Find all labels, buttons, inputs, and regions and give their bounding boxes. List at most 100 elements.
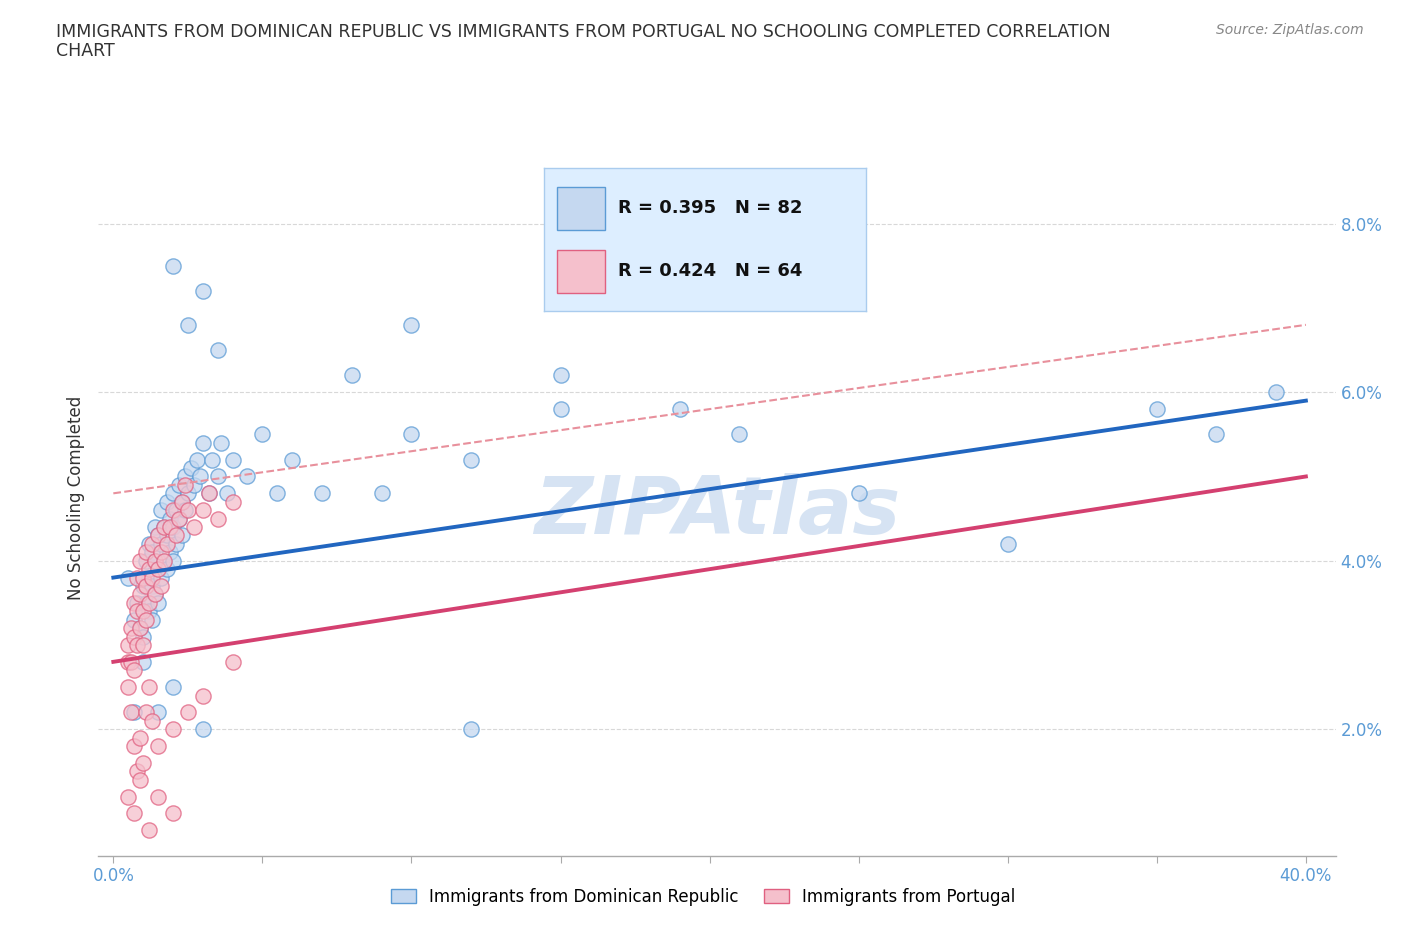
Point bbox=[132, 629, 155, 644]
Point bbox=[197, 485, 219, 500]
Point bbox=[141, 537, 163, 551]
Point bbox=[127, 570, 149, 585]
Text: ZIPAtlas: ZIPAtlas bbox=[534, 472, 900, 551]
Point bbox=[141, 570, 163, 585]
Point bbox=[122, 663, 145, 678]
Point bbox=[117, 655, 139, 670]
Point bbox=[252, 427, 274, 442]
Point bbox=[170, 528, 193, 543]
Point bbox=[177, 705, 200, 720]
Point bbox=[122, 806, 145, 821]
Point bbox=[132, 578, 155, 593]
Point bbox=[127, 638, 149, 653]
Point bbox=[170, 495, 193, 510]
Text: IMMIGRANTS FROM DOMINICAN REPUBLIC VS IMMIGRANTS FROM PORTUGAL NO SCHOOLING COMP: IMMIGRANTS FROM DOMINICAN REPUBLIC VS IM… bbox=[56, 23, 1111, 41]
Point bbox=[209, 435, 232, 450]
Point bbox=[191, 722, 214, 737]
Point bbox=[153, 553, 176, 568]
Point bbox=[122, 738, 145, 753]
Point bbox=[141, 713, 163, 728]
Point bbox=[221, 495, 243, 510]
Point bbox=[146, 790, 169, 804]
Point bbox=[127, 595, 149, 610]
Point bbox=[132, 638, 155, 653]
Point bbox=[165, 503, 187, 518]
Point bbox=[122, 595, 145, 610]
Point bbox=[153, 520, 176, 535]
Point bbox=[311, 485, 333, 500]
Point bbox=[120, 620, 142, 635]
Point bbox=[215, 485, 238, 500]
Point bbox=[191, 435, 214, 450]
Point bbox=[156, 537, 179, 551]
Point bbox=[159, 512, 181, 526]
Point bbox=[165, 528, 187, 543]
Point bbox=[668, 402, 690, 417]
Point bbox=[127, 604, 149, 618]
Point bbox=[138, 537, 160, 551]
Point bbox=[141, 545, 163, 560]
Point bbox=[132, 755, 155, 770]
Point bbox=[129, 553, 152, 568]
Point bbox=[162, 806, 184, 821]
Point bbox=[132, 655, 155, 670]
Point bbox=[122, 612, 145, 627]
Point bbox=[460, 722, 482, 737]
Point bbox=[143, 520, 166, 535]
Point bbox=[191, 503, 214, 518]
Point bbox=[207, 342, 229, 357]
Point bbox=[550, 368, 572, 383]
Point bbox=[162, 520, 184, 535]
Point bbox=[135, 612, 157, 627]
Point bbox=[159, 520, 181, 535]
Point bbox=[135, 595, 157, 610]
Point bbox=[120, 705, 142, 720]
Point bbox=[191, 688, 214, 703]
Point bbox=[1205, 427, 1227, 442]
Point bbox=[141, 578, 163, 593]
Point bbox=[170, 495, 193, 510]
Point bbox=[135, 578, 157, 593]
Point bbox=[150, 545, 173, 560]
Point bbox=[848, 485, 870, 500]
Point bbox=[141, 612, 163, 627]
Point bbox=[180, 460, 202, 475]
Point bbox=[129, 587, 152, 602]
Point bbox=[127, 764, 149, 778]
Point bbox=[201, 452, 224, 467]
Point bbox=[183, 477, 205, 492]
Point bbox=[460, 452, 482, 467]
Point bbox=[129, 730, 152, 745]
Point bbox=[153, 520, 176, 535]
Point bbox=[146, 528, 169, 543]
Point bbox=[281, 452, 304, 467]
Point bbox=[143, 587, 166, 602]
Point bbox=[150, 578, 173, 593]
Point bbox=[167, 477, 190, 492]
Point bbox=[156, 495, 179, 510]
Point bbox=[132, 604, 155, 618]
Point bbox=[129, 620, 152, 635]
Point bbox=[129, 772, 152, 787]
Point bbox=[728, 427, 751, 442]
Point bbox=[177, 485, 200, 500]
Point bbox=[117, 680, 139, 695]
Point bbox=[153, 553, 176, 568]
Point bbox=[146, 705, 169, 720]
Point bbox=[173, 503, 195, 518]
Point bbox=[1265, 385, 1288, 400]
Point bbox=[186, 452, 208, 467]
Point bbox=[156, 528, 179, 543]
Point bbox=[177, 503, 200, 518]
Point bbox=[138, 562, 160, 577]
Point bbox=[162, 722, 184, 737]
Point bbox=[138, 604, 160, 618]
Point bbox=[162, 553, 184, 568]
Point bbox=[146, 595, 169, 610]
Point bbox=[135, 545, 157, 560]
Point bbox=[138, 680, 160, 695]
Point bbox=[146, 562, 169, 577]
Point bbox=[143, 553, 166, 568]
Point bbox=[129, 620, 152, 635]
Point bbox=[173, 477, 195, 492]
